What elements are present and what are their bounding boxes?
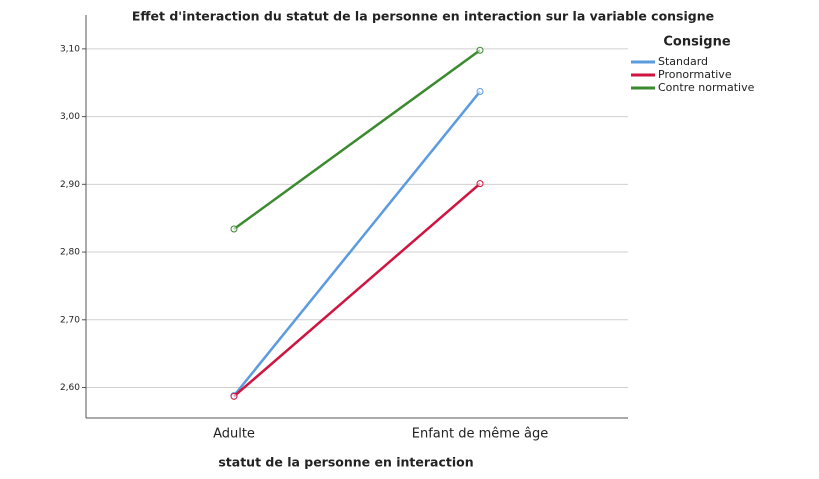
point <box>230 392 238 400</box>
x-axis-title: statut de la personne en interaction <box>218 455 473 470</box>
legend-label: Standard <box>658 55 708 68</box>
point <box>476 88 484 96</box>
chart-title: Effet d'interaction du statut de la pers… <box>132 9 714 24</box>
y-tick-label: 3,10 <box>60 44 80 54</box>
legend-label: Pronormative <box>658 68 732 81</box>
series-line <box>233 90 481 397</box>
x-tick-label: Adulte <box>213 427 255 442</box>
point <box>230 225 238 233</box>
legend-title: Consigne <box>663 35 730 50</box>
point <box>476 46 484 54</box>
y-tick-label: 2,80 <box>60 248 80 258</box>
series-line <box>233 182 481 398</box>
x-tick-label: Enfant de même âge <box>412 427 549 442</box>
y-tick-label: 2,60 <box>60 383 80 393</box>
legend-label: Contre normative <box>658 81 755 94</box>
series-line <box>233 49 481 231</box>
y-tick-label: 3,00 <box>60 112 80 122</box>
y-tick-label: 2,90 <box>60 180 80 190</box>
y-tick-label: 2,70 <box>60 315 80 325</box>
point <box>476 180 484 188</box>
